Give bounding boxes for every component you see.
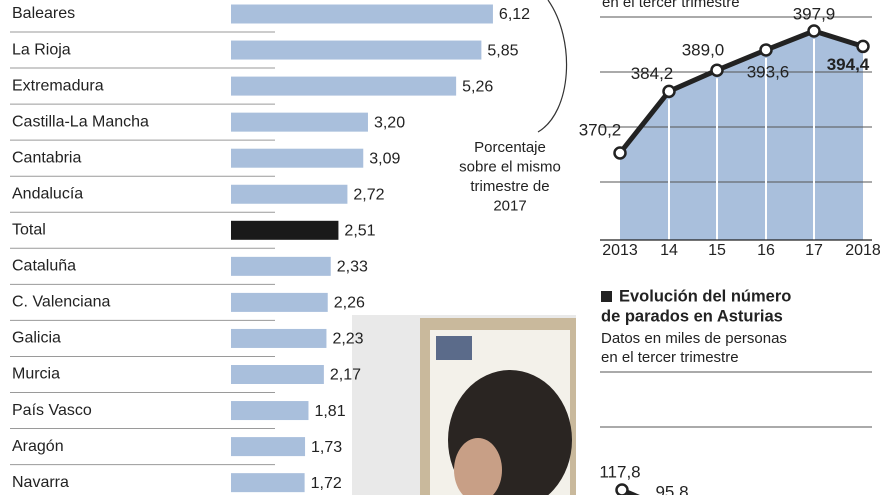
category-label: Extremadura xyxy=(12,77,104,94)
annotation: Porcentaje sobre el mismo trimestre de 2017 xyxy=(459,139,561,215)
category-label: Murcia xyxy=(12,366,60,383)
x-tick-label: 2013 xyxy=(602,242,638,259)
value-label: 370,2 xyxy=(579,120,622,139)
x-tick-label: 16 xyxy=(757,242,775,259)
value-label: 3,09 xyxy=(369,150,400,167)
category-label: Andalucía xyxy=(12,185,83,202)
marker xyxy=(807,24,821,38)
category-label: Aragón xyxy=(12,438,64,455)
marker xyxy=(662,84,676,99)
value-label: 5,85 xyxy=(487,42,518,59)
value-label: 6,12 xyxy=(499,6,530,23)
x-tick-label: 15 xyxy=(708,242,726,259)
bar xyxy=(231,184,348,204)
value-label: 1,72 xyxy=(311,475,342,492)
value-label: 393,6 xyxy=(747,62,790,81)
value-label: 3,20 xyxy=(374,114,405,131)
value-label: 2,51 xyxy=(344,223,375,240)
bar xyxy=(231,148,364,168)
annotation-line: Porcentaje xyxy=(474,139,546,156)
subtitle-line: en el tercer trimestre xyxy=(601,349,739,366)
marker xyxy=(615,483,629,495)
bar xyxy=(231,4,493,24)
x-tick-label: 2018 xyxy=(845,242,880,259)
value-label: 2,23 xyxy=(332,331,363,348)
value-label: 394,4 xyxy=(827,55,870,74)
annotation-line: trimestre de xyxy=(470,178,549,195)
line xyxy=(618,28,864,155)
title-bullet xyxy=(601,291,612,302)
value-label: 2,26 xyxy=(334,295,365,312)
x-tick-label: 17 xyxy=(805,242,823,259)
value-label: 397,9 xyxy=(793,4,836,23)
photo xyxy=(352,315,576,495)
category-label: C. Valenciana xyxy=(12,294,111,311)
category-label: La Rioja xyxy=(12,41,71,58)
category-label: Cataluña xyxy=(12,258,76,275)
title-line: de parados en Asturias xyxy=(601,307,783,325)
bar xyxy=(231,328,327,348)
category-label: Castilla-La Mancha xyxy=(12,113,149,130)
marker xyxy=(710,63,724,77)
bar xyxy=(231,40,482,60)
marker xyxy=(856,39,870,54)
annotation-line: sobre el mismo xyxy=(459,158,561,175)
bar xyxy=(231,76,457,96)
x-tick-label: 14 xyxy=(660,242,678,259)
bar xyxy=(231,220,339,240)
category-label: Total xyxy=(12,222,46,239)
value-label: 2,17 xyxy=(330,367,361,384)
bar xyxy=(231,112,368,132)
category-label: Navarra xyxy=(12,474,69,491)
value-label: 1,81 xyxy=(314,403,345,420)
bar xyxy=(231,256,331,276)
line xyxy=(621,487,640,495)
title-line: Evolución del número xyxy=(619,287,791,305)
value-label: 2,72 xyxy=(353,186,384,203)
subtitle-line: Datos en miles de personas xyxy=(601,330,787,347)
category-label: Galicia xyxy=(12,330,61,347)
marker xyxy=(613,146,627,160)
annotation-line: 2017 xyxy=(493,197,526,214)
area xyxy=(620,31,863,240)
bar xyxy=(231,401,309,421)
subtitle: en el tercer trimestre xyxy=(602,0,740,11)
bar xyxy=(231,292,328,312)
bar xyxy=(231,473,305,493)
category-label: País Vasco xyxy=(12,402,92,419)
value-label: 384,2 xyxy=(631,64,674,83)
value-label: 389,0 xyxy=(682,41,725,60)
bar xyxy=(231,437,306,457)
value-label: 95,8 xyxy=(655,482,688,495)
bracket xyxy=(537,0,568,133)
value-label: 5,26 xyxy=(462,78,493,95)
value-label: 2,33 xyxy=(337,259,368,276)
marker xyxy=(759,43,773,57)
bar xyxy=(231,365,324,384)
value-label: 117,8 xyxy=(599,462,640,481)
value-label: 1,73 xyxy=(311,439,342,456)
category-label: Baleares xyxy=(12,5,75,22)
category-label: Cantabria xyxy=(12,149,81,166)
